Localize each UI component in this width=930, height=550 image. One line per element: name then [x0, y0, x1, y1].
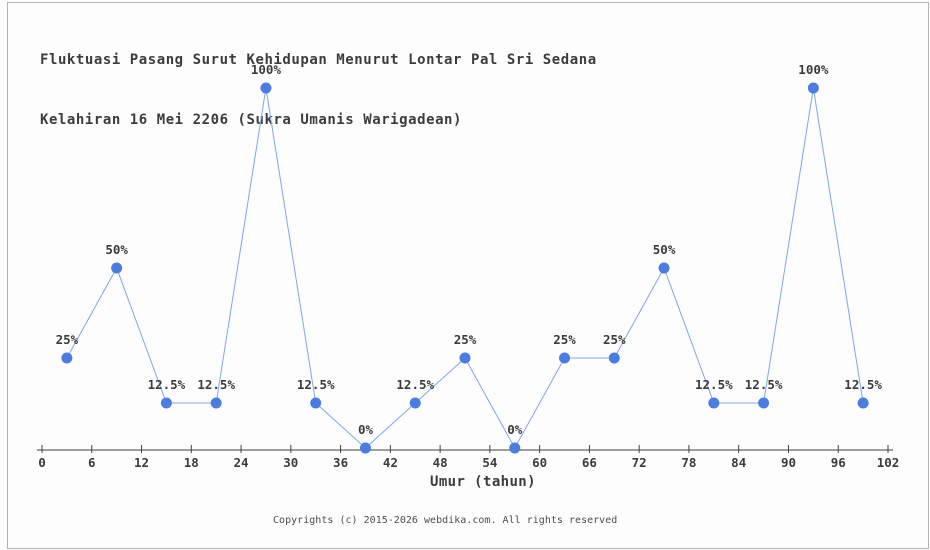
data-point-label: 50%	[653, 242, 676, 257]
data-point-label: 25%	[56, 332, 79, 347]
data-point-label: 0%	[507, 422, 523, 437]
data-point-label: 12.5%	[148, 377, 186, 392]
chart-title-line1: Fluktuasi Pasang Surut Kehidupan Menurut…	[40, 52, 597, 68]
x-axis-tick-label: 60	[532, 455, 547, 470]
x-axis-tick-label: 6	[88, 455, 96, 470]
data-point-marker	[758, 397, 770, 409]
data-point-label: 12.5%	[844, 377, 882, 392]
x-axis-tick-label: 54	[482, 455, 497, 470]
data-point-marker	[61, 352, 73, 364]
data-point-label: 25%	[454, 332, 477, 347]
data-point-marker	[210, 397, 222, 409]
copyright-footer: Copyrights (c) 2015-2026 webdika.com. Al…	[273, 515, 618, 526]
chart-title-line2: Kelahiran 16 Mei 2206 (Sukra Umanis Wari…	[40, 112, 462, 128]
data-line	[66, 87, 864, 450]
x-axis-tick-label: 0	[38, 455, 46, 470]
x-axis-tick-label: 96	[831, 455, 846, 470]
data-point-label: 0%	[358, 422, 374, 437]
data-point-marker	[111, 262, 123, 274]
x-axis-tick-label: 12	[134, 455, 149, 470]
data-point-label: 12.5%	[745, 377, 783, 392]
x-axis-tick-label: 48	[433, 455, 448, 470]
data-point-label: 25%	[603, 332, 626, 347]
data-point-marker	[708, 397, 720, 409]
x-axis-tick-label: 102	[877, 455, 900, 470]
data-point-marker	[857, 397, 869, 409]
data-point-marker	[409, 397, 421, 409]
x-axis-tick-label: 66	[582, 455, 597, 470]
x-axis-tick-label: 78	[681, 455, 696, 470]
data-point-marker	[807, 82, 819, 94]
data-point-label: 100%	[251, 62, 282, 77]
data-point-marker	[359, 442, 371, 454]
chart-title: Fluktuasi Pasang Surut Kehidupan Menurut…	[40, 10, 597, 170]
data-point-marker	[559, 352, 571, 364]
data-point-marker	[509, 442, 521, 454]
x-axis-tick-label: 90	[781, 455, 796, 470]
x-axis-tick-label: 18	[184, 455, 199, 470]
x-axis-tick-label: 84	[731, 455, 746, 470]
data-point-label: 12.5%	[695, 377, 733, 392]
data-point-marker	[260, 82, 272, 94]
data-point-label: 12.5%	[297, 377, 335, 392]
x-axis-tick-label: 24	[234, 455, 249, 470]
data-point-label: 100%	[798, 62, 829, 77]
data-point-marker	[310, 397, 322, 409]
data-point-label: 50%	[105, 242, 128, 257]
data-point-marker	[459, 352, 471, 364]
x-axis-tick-label: 72	[632, 455, 647, 470]
data-point-marker	[160, 397, 172, 409]
data-point-label: 25%	[553, 332, 576, 347]
data-point-marker	[658, 262, 670, 274]
data-point-label: 12.5%	[197, 377, 235, 392]
x-axis-tick-label: 36	[333, 455, 348, 470]
x-axis-label: Umur (tahun)	[430, 474, 536, 490]
data-point-marker	[608, 352, 620, 364]
x-axis-tick-label: 30	[283, 455, 298, 470]
x-axis-tick-label: 42	[383, 455, 398, 470]
data-point-label: 12.5%	[396, 377, 434, 392]
